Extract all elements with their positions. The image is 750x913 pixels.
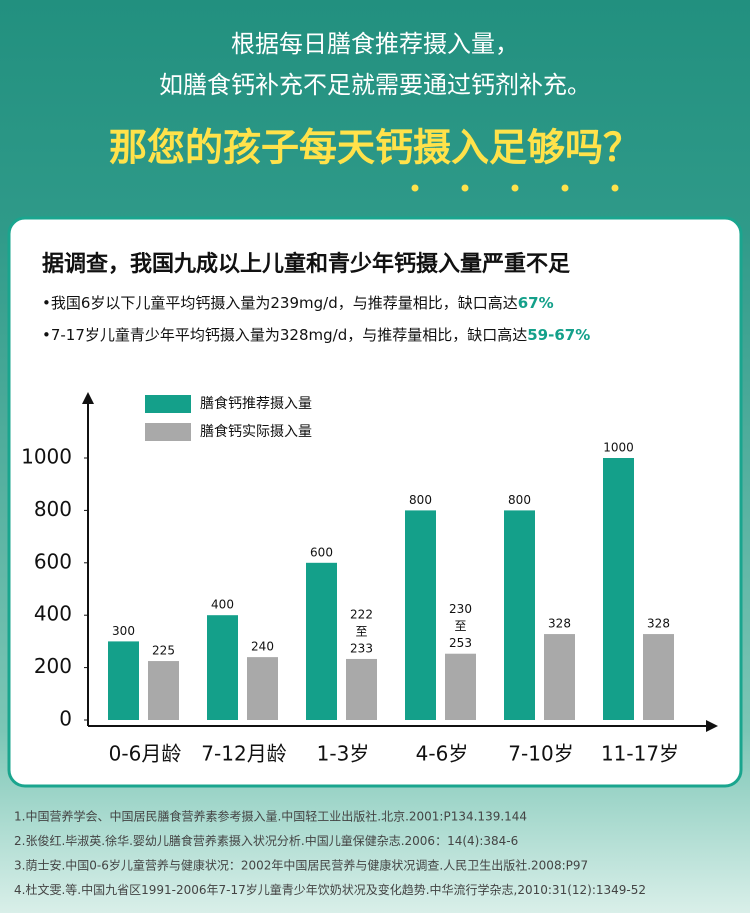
y-tick-label: 600 (34, 549, 72, 573)
value-label: 至 (454, 619, 466, 633)
legend-swatch (145, 395, 191, 413)
y-tick-label: 0 (59, 707, 72, 731)
bar (108, 641, 139, 720)
legend-label: 膳食钙推荐摄入量 (200, 395, 312, 412)
y-tick-label: 1000 (21, 445, 72, 469)
value-label: 800 (508, 493, 531, 507)
value-label: 1000 (603, 441, 634, 455)
bullet: •我国6岁以下儿童平均钙摄入量为239mg/d，与推荐量相比，缺口高达67% (42, 294, 554, 312)
value-label: 400 (211, 598, 234, 612)
bullet-text: •我国6岁以下儿童平均钙摄入量为239mg/d，与推荐量相比，缺口高达 (42, 294, 518, 312)
value-label: 328 (548, 617, 571, 631)
bar (148, 661, 179, 720)
bar (405, 510, 436, 720)
bar (504, 510, 535, 720)
reference: 4.杜文雯.等.中国九省区1991-2006年7-17岁儿童青少年饮奶状况及变化… (14, 882, 646, 897)
value-label: 230 (449, 602, 472, 616)
dots (411, 184, 619, 192)
x-tick-label: 7-12月龄 (201, 742, 286, 766)
value-label: 253 (449, 636, 472, 650)
bar (306, 562, 337, 720)
bar (643, 634, 674, 720)
value-label: 300 (112, 624, 135, 638)
value-label: 222 (350, 607, 373, 621)
reference: 2.张俊红.毕淑英.徐华.婴幼儿膳食营养素摄入状况分析.中国儿童保健杂志.200… (14, 833, 518, 848)
headline: 那您的孩子每天钙摄入足够吗？ (109, 126, 641, 170)
bar (247, 657, 278, 720)
header-line: 根据每日膳食推荐摄入量， (231, 30, 519, 58)
value-label: 240 (251, 640, 274, 654)
x-tick-label: 4-6岁 (416, 742, 469, 766)
bar (445, 653, 476, 720)
legend-swatch (145, 423, 191, 441)
bar (346, 658, 377, 720)
references: 1.中国营养学会、中国居民膳食营养素参考摄入量.中国轻工业出版社.北京.2001… (14, 809, 646, 898)
value-label: 至 (355, 624, 367, 638)
value-label: 328 (647, 617, 670, 631)
axes (82, 392, 718, 732)
header-line: 如膳食钙补充不足就需要通过钙剂补充。 (159, 71, 591, 99)
reference: 1.中国营养学会、中国居民膳食营养素参考摄入量.中国轻工业出版社.北京.2001… (14, 809, 527, 824)
value-label: 225 (152, 644, 175, 658)
y-tick-label: 200 (34, 654, 72, 678)
bar (603, 458, 634, 720)
bar (207, 615, 238, 720)
x-tick-label: 7-10岁 (508, 742, 573, 766)
reference: 3.荫士安.中国0-6岁儿童营养与健康状况：2002年中国居民营养与健康状况调查… (14, 858, 588, 873)
value-label: 800 (409, 493, 432, 507)
value-label: 600 (310, 545, 333, 559)
panel-title: 据调查，我国九成以上儿童和青少年钙摄入量严重不足 (42, 251, 570, 277)
bullet-text: •7-17岁儿童青少年平均钙摄入量为328mg/d，与推荐量相比，缺口高达 (42, 326, 527, 344)
y-tick-label: 400 (34, 602, 72, 626)
y-tick-label: 800 (34, 497, 72, 521)
value-label: 233 (350, 641, 373, 655)
legend-label: 膳食钙实际摄入量 (200, 423, 312, 440)
bullet-highlight: 59-67% (527, 326, 590, 344)
bullet-highlight: 67% (518, 294, 554, 312)
x-tick-label: 0-6月龄 (109, 742, 182, 766)
bullet: •7-17岁儿童青少年平均钙摄入量为328mg/d，与推荐量相比，缺口高达59-… (42, 326, 590, 344)
x-tick-label: 11-17岁 (601, 742, 679, 766)
bar (544, 634, 575, 720)
x-tick-label: 1-3岁 (317, 742, 370, 766)
